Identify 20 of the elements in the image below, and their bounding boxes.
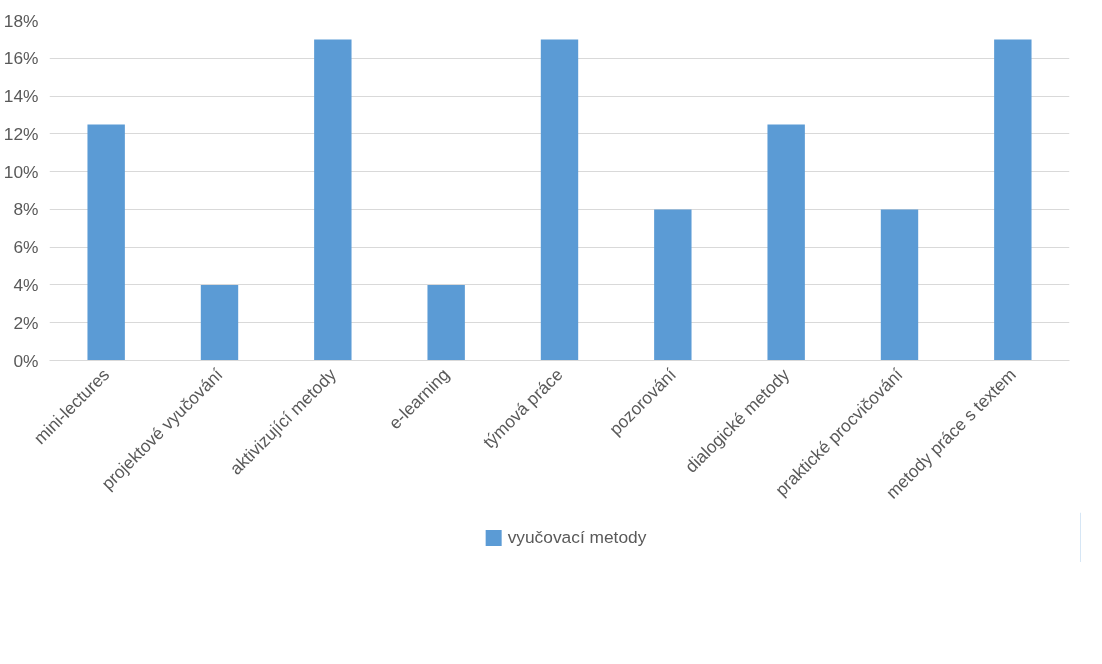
y-tick-label: 8% [13, 199, 39, 220]
y-tick-label: 2% [13, 312, 39, 333]
bar [200, 284, 239, 361]
y-tick-label: 6% [13, 237, 39, 258]
y-tick-label: 4% [13, 274, 39, 295]
legend-label: vyučovací metody [507, 526, 647, 548]
bar [540, 39, 579, 361]
bar [87, 124, 125, 361]
bar [767, 124, 805, 361]
bar [654, 209, 692, 361]
y-tick-label: 12% [3, 123, 39, 144]
y-tick-label: 16% [3, 48, 39, 69]
bar [994, 39, 1032, 361]
bar [314, 39, 352, 361]
bar [880, 209, 919, 361]
y-tick-label: 18% [3, 10, 39, 31]
y-tick-label: 0% [13, 350, 39, 371]
bar [427, 284, 465, 361]
y-tick-label: 10% [3, 161, 39, 182]
y-tick-label: 14% [3, 86, 39, 107]
